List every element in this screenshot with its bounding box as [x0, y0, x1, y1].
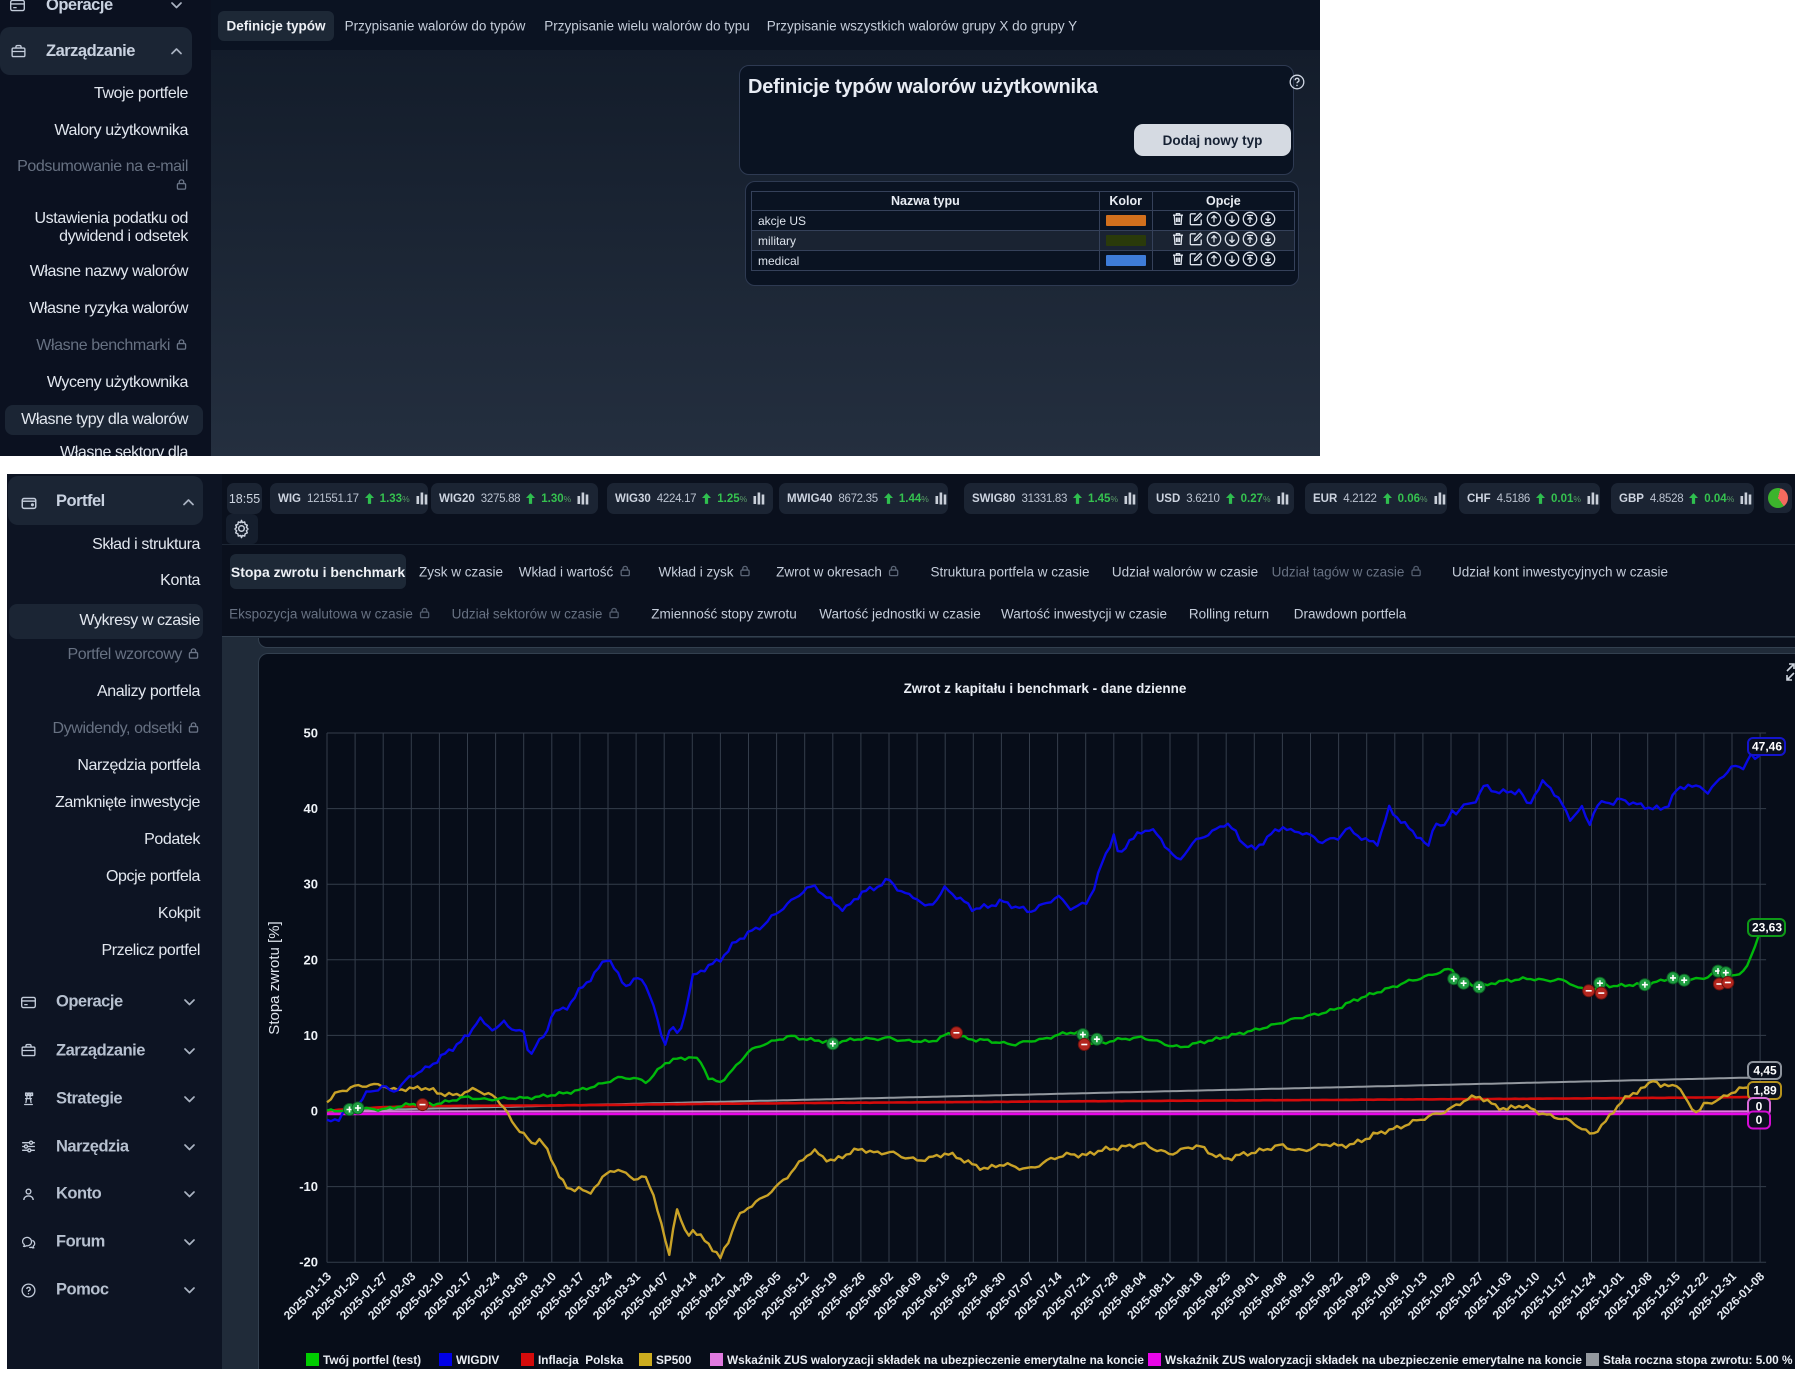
svg-text:30: 30 [304, 877, 318, 892]
svg-text:Wskaźnik ZUS waloryzacji skład: Wskaźnik ZUS waloryzacji składek na ubez… [727, 1353, 1144, 1367]
svg-text:0: 0 [1756, 1100, 1763, 1114]
svg-text:Wskaźnik ZUS waloryzacji skład: Wskaźnik ZUS waloryzacji składek na ubez… [1165, 1353, 1582, 1367]
svg-text:0: 0 [1756, 1113, 1763, 1127]
svg-text:10: 10 [304, 1028, 318, 1043]
svg-text:-10: -10 [299, 1179, 318, 1194]
svg-text:Inflacja Polska: Inflacja Polska [538, 1353, 624, 1367]
svg-text:-20: -20 [299, 1255, 318, 1270]
svg-text:20: 20 [304, 952, 318, 967]
svg-text:1,89: 1,89 [1753, 1084, 1777, 1098]
svg-text:50: 50 [304, 726, 318, 741]
svg-text:WIGDIV: WIGDIV [456, 1353, 499, 1367]
svg-text:0: 0 [311, 1104, 318, 1119]
svg-text:Stała roczna stopa zwrotu: 5.0: Stała roczna stopa zwrotu: 5.00 % [1603, 1353, 1793, 1367]
svg-text:Stopa zwrotu [%]: Stopa zwrotu [%] [266, 921, 283, 1034]
svg-text:SP500: SP500 [656, 1353, 692, 1367]
svg-text:40: 40 [304, 801, 318, 816]
svg-text:23,63: 23,63 [1752, 921, 1782, 935]
svg-text:Zwrot z kapitału i benchmark -: Zwrot z kapitału i benchmark - dane dzie… [904, 681, 1187, 696]
svg-text:4,45: 4,45 [1753, 1064, 1777, 1078]
svg-text:Twój portfel (test): Twój portfel (test) [323, 1353, 421, 1367]
svg-text:47,46: 47,46 [1752, 740, 1782, 754]
